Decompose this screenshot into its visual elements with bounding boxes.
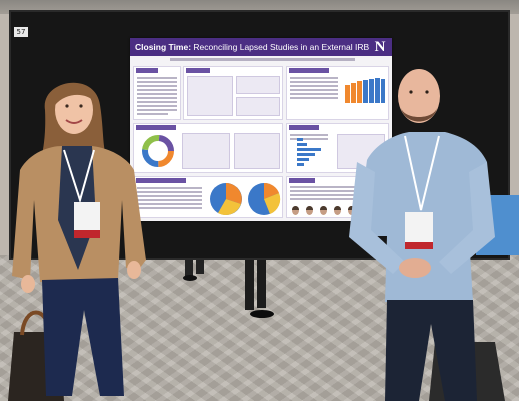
- man-presenter: [349, 69, 505, 401]
- university-logo: N: [374, 39, 386, 55]
- poster-title: Closing Time: Reconciling Lapsed Studies…: [135, 41, 370, 53]
- poster-donut-chart: [142, 135, 174, 167]
- poster-title-prefix: Closing Time:: [135, 42, 192, 52]
- poster-panel-3: [286, 66, 389, 120]
- research-poster: Closing Time: Reconciling Lapsed Studies…: [130, 38, 392, 221]
- poster-panel-2: [133, 123, 283, 173]
- booth-number: 57: [14, 27, 28, 37]
- woman-presenter: [8, 82, 146, 401]
- poster-panel-background: [133, 66, 181, 120]
- poster-bar-chart: [343, 75, 387, 105]
- poster-header: Closing Time: Reconciling Lapsed Studies…: [130, 38, 392, 56]
- poster-panel-1: [183, 66, 283, 120]
- poster-panel-5: [133, 176, 283, 218]
- poster-title-rest: Reconciling Lapsed Studies in an Externa…: [193, 42, 370, 52]
- background-people: [150, 248, 274, 318]
- poster-pie-charts: [210, 182, 281, 216]
- poster-horizontal-bar-chart: [297, 138, 321, 166]
- poster-authors: [170, 58, 355, 61]
